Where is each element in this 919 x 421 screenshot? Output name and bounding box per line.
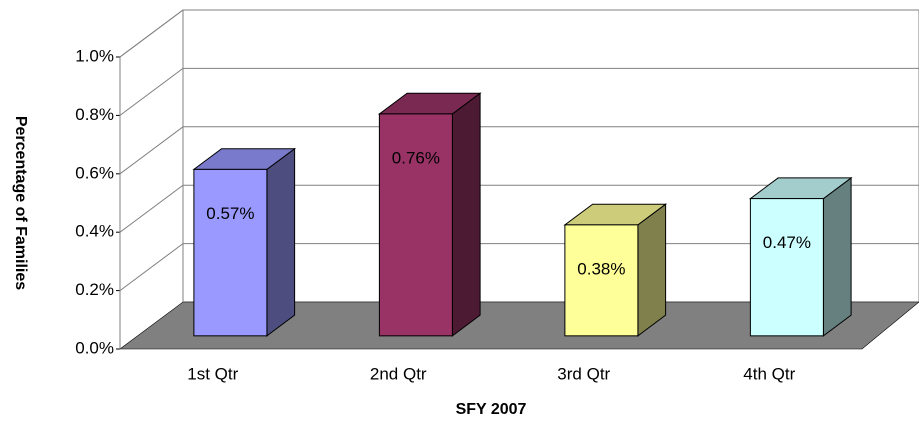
y-axis-label: Percentage of Families: [12, 116, 29, 290]
x-tick-label: 2nd Qtr: [370, 364, 427, 383]
value-label: 0.76%: [392, 148, 440, 167]
floor: [119, 301, 919, 350]
bar: [378, 113, 453, 337]
bar-side: [451, 92, 481, 337]
x-tick-label: 1st Qtr: [187, 364, 238, 383]
x-tick-label: 3rd Qtr: [557, 364, 610, 383]
y-tick-label: 0.2%: [75, 280, 114, 299]
y-tick-label: 0.0%: [75, 338, 114, 357]
bar: [564, 224, 639, 337]
value-label: 0.57%: [206, 204, 254, 223]
x-tick-label: 4th Qtr: [743, 364, 795, 383]
value-label: 0.47%: [763, 233, 811, 252]
x-axis-label: SFY 2007: [456, 401, 527, 418]
bar: [193, 168, 268, 337]
y-tick-label: 0.6%: [75, 163, 114, 182]
bar: [749, 198, 824, 337]
y-tick-label: 1.0%: [75, 46, 114, 65]
bar-side: [266, 147, 296, 337]
bar-side: [637, 203, 667, 337]
y-tick-label: 0.4%: [75, 222, 114, 241]
bar-side: [822, 176, 852, 337]
value-label: 0.38%: [577, 259, 625, 278]
y-axis-diag: [119, 9, 184, 58]
y-tick-label: 0.8%: [75, 105, 114, 124]
